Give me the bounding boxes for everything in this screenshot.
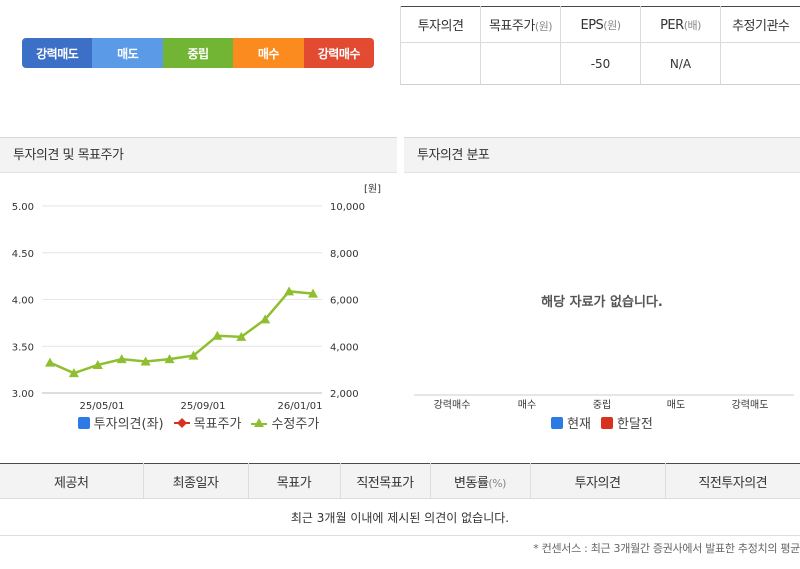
summary-table: 투자의견 목표주가(원) EPS(원) PER(배) 추정기관수 -50 N/A bbox=[400, 6, 800, 85]
scale-buy: 매수 bbox=[233, 38, 304, 68]
legend-target-price-label: 목표주가 bbox=[193, 417, 242, 432]
summary-value-target-price bbox=[480, 42, 561, 85]
summary-value-opinion bbox=[400, 42, 481, 85]
scale-strong-sell: 강력매도 bbox=[22, 38, 93, 68]
panel-title: 투자의견 및 목표주가 bbox=[0, 137, 397, 173]
legend-target-price[interactable]: 목표주가 bbox=[173, 413, 242, 432]
x-axis-tick-label: 26/01/01 bbox=[278, 401, 323, 412]
distribution-area: 해당 자료가 없습니다. 강력매수 매수 중립 매도 강력매도 현재 한달전 bbox=[404, 173, 800, 439]
consensus-footnote: * 컨센서스 : 최근 3개월간 증권사에서 발표한 추정치의 평균 bbox=[533, 542, 800, 555]
chart-legend: 투자의견(좌) 목표주가 수정주가 bbox=[0, 413, 397, 432]
left-axis-tick-label: 3.50 bbox=[12, 342, 34, 353]
price-point-marker bbox=[236, 331, 247, 341]
col-change-rate: 변동률(%) bbox=[430, 463, 531, 499]
price-chart-svg: 5.00 4.50 4.00 3.50 3.00 10,000 8,000 6,000 4,0… bbox=[12, 183, 381, 412]
distribution-legend: 현재 한달전 bbox=[404, 413, 800, 432]
right-axis-tick-label: 4,000 bbox=[330, 342, 359, 353]
left-axis-tick-label: 4.50 bbox=[12, 249, 34, 260]
triangle-marker-icon bbox=[251, 417, 268, 427]
right-axis-tick-label: 8,000 bbox=[330, 249, 359, 260]
legend-adjusted-price[interactable]: 수정주가 bbox=[251, 413, 319, 432]
square-marker-icon bbox=[77, 416, 90, 429]
right-axis-tick-label: 2,000 bbox=[330, 389, 359, 400]
price-point-marker bbox=[164, 354, 175, 364]
legend-month-ago-label: 한달전 bbox=[617, 417, 653, 432]
summary-value-estimator-count bbox=[720, 42, 800, 85]
left-axis-tick-label: 5.00 bbox=[12, 202, 34, 213]
col-provider: 제공처 bbox=[0, 463, 144, 499]
scale-neutral: 중립 bbox=[162, 38, 234, 68]
summary-header-eps: EPS(원) bbox=[560, 6, 641, 43]
left-axis-tick-label: 4.00 bbox=[12, 296, 34, 307]
legend-opinion-label: 투자의견(좌) bbox=[93, 417, 164, 432]
price-point-marker bbox=[45, 357, 55, 367]
square-marker-icon bbox=[551, 416, 564, 429]
price-point-marker bbox=[188, 350, 199, 360]
distribution-category-label: 매도 bbox=[667, 399, 685, 411]
col-target-price: 목표가 bbox=[248, 463, 341, 499]
panel-title: 투자의견 분포 bbox=[404, 137, 800, 173]
legend-current-label: 현재 bbox=[567, 417, 592, 432]
right-axis-unit: [원] bbox=[364, 183, 381, 195]
distribution-category-label: 강력매수 bbox=[434, 399, 471, 411]
legend-month-ago[interactable]: 한달전 bbox=[601, 413, 653, 432]
adjusted-price-line bbox=[49, 290, 314, 375]
price-point-marker bbox=[116, 354, 127, 364]
summary-value-eps: -50 bbox=[560, 42, 641, 85]
distribution-category-label: 중립 bbox=[593, 398, 611, 411]
price-point-marker bbox=[308, 288, 318, 298]
legend-opinion[interactable]: 투자의견(좌) bbox=[77, 413, 164, 432]
summary-header-estimator-count: 추정기관수 bbox=[720, 6, 800, 43]
consensus-summary: 강력매도 매도 중립 매수 강력매수 투자의견 목표주가(원) EPS(원) P… bbox=[0, 0, 800, 86]
left-axis-tick-label: 3.00 bbox=[12, 389, 34, 400]
col-prev-opinion: 직전투자의견 bbox=[665, 463, 800, 499]
empty-table-message: 최근 3개월 이내에 제시된 의견이 없습니다. bbox=[0, 498, 800, 536]
right-axis-tick-label: 10,000 bbox=[330, 202, 365, 213]
price-point-marker bbox=[92, 359, 103, 369]
legend-current[interactable]: 현재 bbox=[551, 413, 591, 432]
distribution-category-label: 매수 bbox=[518, 399, 536, 411]
opinion-distribution-panel: 투자의견 분포 해당 자료가 없습니다. 강력매수 매수 중립 매도 강력매도 현재 한… bbox=[404, 137, 800, 439]
broker-opinion-table: 제공처 최종일자 목표가 직전목표가 변동률(%) 투자의견 직전투자의견 최근… bbox=[0, 463, 800, 536]
summary-value-per: N/A bbox=[640, 42, 721, 85]
summary-header-opinion: 투자의견 bbox=[400, 6, 481, 43]
opinion-scale-bar: 강력매도 매도 중립 매수 강력매수 bbox=[22, 38, 374, 68]
opinion-target-price-panel: 투자의견 및 목표주가 5.00 4.50 4.00 3.50 3.00 10,000 8… bbox=[0, 137, 397, 439]
scale-strong-buy: 강력매수 bbox=[303, 38, 374, 68]
price-point-marker bbox=[260, 314, 271, 324]
no-data-message: 해당 자료가 없습니다. bbox=[541, 295, 663, 310]
price-point-marker bbox=[68, 368, 79, 378]
square-marker-icon bbox=[601, 416, 614, 429]
summary-header-per: PER(배) bbox=[640, 6, 721, 43]
diamond-marker-icon bbox=[173, 417, 190, 428]
col-prev-target-price: 직전목표가 bbox=[340, 463, 431, 499]
distribution-category-label: 강력매도 bbox=[732, 399, 769, 411]
right-axis-tick-label: 6,000 bbox=[330, 296, 359, 307]
price-point-marker bbox=[140, 356, 151, 366]
col-latest-date: 최종일자 bbox=[143, 463, 249, 499]
col-opinion: 투자의견 bbox=[530, 463, 666, 499]
x-axis-tick-label: 25/09/01 bbox=[181, 401, 226, 412]
chart-area: 5.00 4.50 4.00 3.50 3.00 10,000 8,000 6,000 4,0… bbox=[0, 173, 397, 439]
summary-header-target-price: 목표주가(원) bbox=[480, 6, 561, 43]
scale-sell: 매도 bbox=[92, 38, 163, 68]
distribution-axis-svg: 강력매수 매수 중립 매도 강력매도 bbox=[414, 394, 794, 411]
price-point-marker bbox=[284, 286, 295, 296]
legend-adjusted-price-label: 수정주가 bbox=[271, 417, 320, 432]
x-axis-tick-label: 25/05/01 bbox=[80, 401, 125, 412]
price-point-marker bbox=[212, 330, 223, 340]
